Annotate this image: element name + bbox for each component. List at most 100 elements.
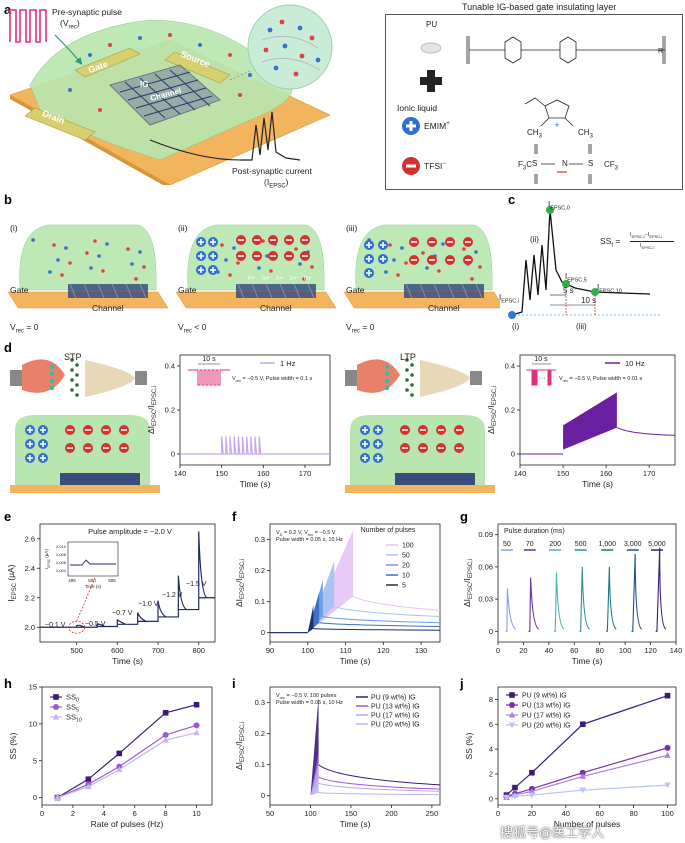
f-ytick-label: 0: [261, 628, 265, 637]
i-xtick-label: 250: [426, 809, 439, 818]
g-duration-label: 70: [526, 541, 534, 548]
g-duration-label: 500: [575, 541, 587, 548]
mesh-line: [251, 283, 259, 299]
i-xtick-label: 150: [345, 809, 358, 818]
plus-v: [200, 239, 202, 245]
pulse-train-icon: [9, 9, 47, 43]
j-point: [512, 784, 518, 791]
f-legend-label: 10: [402, 573, 410, 580]
ion-dot: [302, 277, 306, 281]
d-left-ytick-label: 0.2: [165, 406, 175, 415]
pu-structure: [466, 36, 666, 64]
zoom-ions: [261, 19, 321, 77]
j-point: [528, 788, 536, 794]
mesh-line: [265, 283, 273, 299]
d-left-xtick-label: 160: [257, 469, 270, 478]
ion-dot: [142, 265, 146, 269]
minus: [302, 239, 308, 241]
d-left-condition: Vrec = −0.5 V, Pulse width = 0.1 s: [232, 376, 312, 383]
h-legend-label: SS5: [66, 703, 79, 714]
ion-dot: [388, 243, 392, 247]
stp-neurotransmitter: [49, 385, 55, 391]
j-point: [503, 795, 510, 801]
plus-v: [29, 441, 31, 447]
ltp-vesicle: [405, 358, 409, 362]
h-point: [193, 701, 200, 708]
h-line-1: [57, 724, 197, 799]
f-xtick-label: 90: [266, 646, 274, 655]
h-legend-marker: [53, 704, 59, 710]
mesh-line: [139, 283, 147, 299]
plus-v: [42, 455, 44, 461]
j-legend-marker: [509, 702, 515, 708]
channel-mesh: [109, 64, 221, 126]
d-left-pulse-scheme: [188, 369, 230, 386]
h-xlabel: Rate of pulses (Hz): [91, 819, 164, 829]
h-point: [116, 750, 123, 757]
h-ytick-label: 5: [33, 756, 37, 765]
panel-g-label: g: [460, 509, 468, 524]
h-legend-label: SS10: [66, 713, 82, 724]
i-decay-1: [318, 776, 441, 790]
state-roman: (iii): [346, 223, 358, 233]
ltp-substrate: [345, 485, 495, 493]
minus: [67, 429, 73, 431]
i-legend-label: PU (17 wt%) IG: [371, 713, 420, 720]
ion-dot: [478, 265, 482, 269]
ylabel: ΔIEPSC/IEPSC,i: [486, 386, 498, 434]
mesh-line: [461, 283, 469, 299]
plus-v: [29, 427, 31, 433]
minus: [420, 429, 426, 431]
f-ytick-label: 0.2: [255, 566, 265, 575]
f-xlabel: Time (s): [340, 656, 371, 666]
c-roman-i: (i): [512, 322, 520, 331]
ig-label: IG: [140, 80, 149, 89]
e-zoom-link: [76, 577, 96, 622]
minus: [429, 259, 435, 261]
f-xtick-label: 110: [340, 646, 352, 655]
plus-v: [42, 427, 44, 433]
f-frame: [269, 523, 441, 643]
e-inset-xtick: 495: [68, 578, 76, 583]
j-legend-marker: [509, 692, 515, 698]
stp-pre-neuron: [22, 359, 65, 393]
h-xtick-label: 8: [164, 809, 168, 818]
h-xtick-label: 10: [192, 809, 200, 818]
panel-e-chart: 500 600 700 800 2.0 2.2 2.4 2.6 Time (s) IEPSC (μ…: [6, 523, 216, 666]
ion-dot: [105, 242, 109, 246]
c-roman-iii: (iii): [576, 322, 587, 331]
ion-dot: [261, 239, 265, 243]
h-point: [193, 729, 200, 736]
ltp-gel: [350, 415, 485, 490]
minus: [103, 447, 109, 449]
j-point: [664, 692, 671, 699]
h-legend-label: SS0: [66, 693, 79, 704]
plus-v: [364, 427, 366, 433]
g-xtick-label: 80: [596, 646, 604, 655]
e-xtick-label: 600: [111, 646, 124, 655]
f-legend-title-1: Number of pulses: [361, 527, 416, 534]
i-ytick-label: 0.3: [255, 698, 265, 707]
minus: [286, 255, 292, 257]
d-right-decay: [616, 427, 676, 436]
panel-h-chart: 0 2 4 6 8 10 0 5 10 15 Rate of pulses (Hz) SS (%) SS…: [8, 683, 213, 829]
g-xtick-label: 0: [496, 646, 500, 655]
e-step-label: −0.7 V: [112, 610, 133, 617]
e-ytick-label: 2.6: [25, 534, 35, 543]
s-left: S: [532, 159, 538, 168]
ion-dot: [470, 277, 474, 281]
j-point: [528, 792, 536, 799]
minus: [402, 429, 408, 431]
i-decay-3: [318, 792, 441, 796]
ltp-vesicle: [405, 388, 409, 392]
ion-dot: [425, 266, 429, 270]
f-series-100: [307, 530, 354, 633]
j-ytick-label: 2: [489, 769, 493, 778]
g-series-5,000: [655, 547, 667, 632]
stp-gel: [15, 415, 150, 490]
stp-vesicle: [70, 358, 74, 362]
j-xtick-label: 0: [496, 809, 500, 818]
ionic-gel: [355, 224, 493, 291]
d-right-pulse-scheme: [526, 369, 556, 386]
e-inset-frame: [67, 541, 119, 577]
